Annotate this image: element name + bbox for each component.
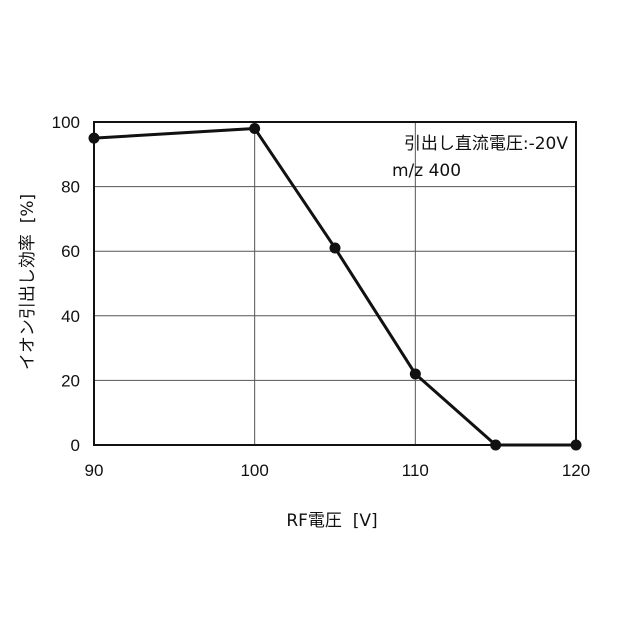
y-axis-title: イオン引出し効率 [%]	[18, 194, 38, 370]
data-point	[249, 123, 260, 134]
series-group	[89, 123, 582, 451]
annotation-voltage: 引出し直流電圧:-20V	[404, 134, 568, 154]
y-tick-label: 80	[61, 178, 80, 197]
plot-frame	[94, 122, 576, 445]
data-point	[490, 440, 501, 451]
data-point	[330, 242, 341, 253]
y-tick-labels: 0 20 40 60 80 100	[52, 113, 80, 455]
grid-lines	[94, 122, 576, 445]
y-tick-label: 40	[61, 307, 80, 326]
series-line	[94, 128, 576, 445]
x-tick-label: 100	[240, 461, 268, 480]
x-axis-title: RF電圧 [V]	[286, 511, 377, 531]
data-point	[571, 440, 582, 451]
x-tick-label: 110	[402, 461, 429, 480]
y-tick-label: 60	[61, 242, 80, 261]
y-tick-label: 100	[52, 113, 80, 132]
data-point	[410, 368, 421, 379]
x-tick-label: 90	[85, 461, 104, 480]
annotation-mz: m/z 400	[392, 161, 461, 181]
x-tick-labels: 90 100 110 120	[85, 461, 591, 480]
x-tick-label: 120	[562, 461, 590, 480]
data-point	[89, 133, 100, 144]
y-tick-label: 20	[61, 371, 80, 390]
y-tick-label: 0	[71, 436, 80, 455]
